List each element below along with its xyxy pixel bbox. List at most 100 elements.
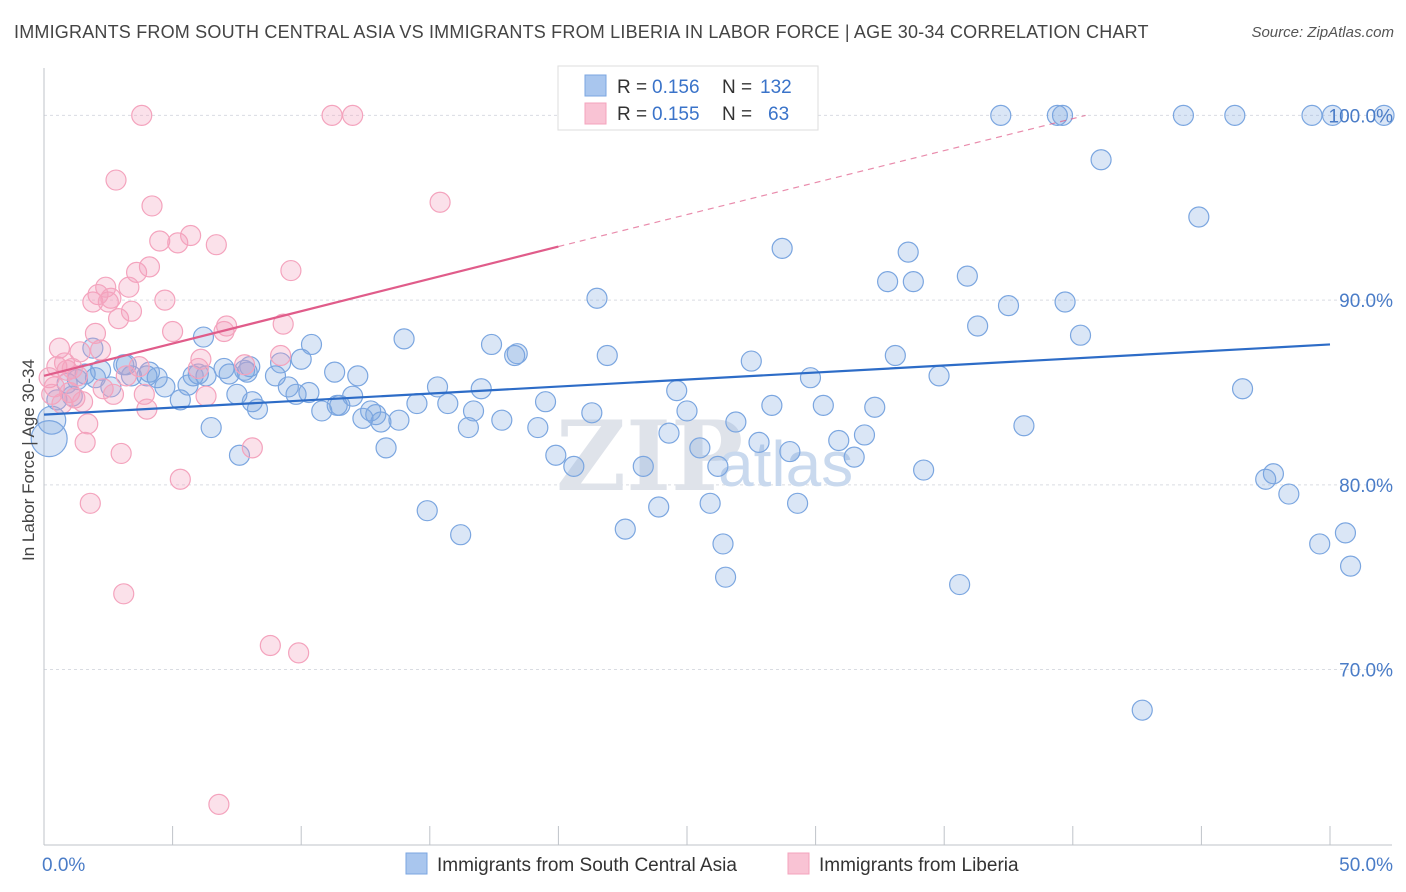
- legend-swatch-pink: [584, 102, 607, 125]
- data-point: [913, 459, 935, 481]
- data-point: [1231, 378, 1254, 400]
- legend-r-value-2: 0.155: [652, 104, 700, 125]
- data-point: [1339, 555, 1362, 577]
- series-0-points: [30, 104, 1395, 721]
- data-point: [897, 241, 919, 263]
- data-point: [1090, 149, 1112, 171]
- data-point: [375, 437, 397, 459]
- data-point: [725, 411, 747, 433]
- data-point: [596, 344, 618, 367]
- data-point: [66, 365, 89, 387]
- watermark-zip: ZIP: [556, 400, 743, 513]
- data-point: [92, 378, 114, 400]
- data-point: [666, 380, 688, 402]
- data-point: [342, 104, 364, 127]
- data-point: [192, 326, 215, 348]
- data-point: [1188, 206, 1210, 228]
- data-point: [406, 392, 428, 415]
- data-point: [586, 287, 608, 309]
- data-point: [1321, 104, 1344, 127]
- data-point: [342, 385, 364, 407]
- data-point: [1069, 324, 1092, 346]
- data-point: [154, 376, 176, 398]
- data-point: [949, 573, 971, 596]
- data-point: [480, 333, 503, 356]
- data-point: [205, 234, 227, 256]
- data-point: [928, 365, 950, 387]
- data-point: [190, 348, 212, 370]
- data-point: [581, 402, 603, 424]
- source-label: Source: ZipAtlas.com: [1251, 24, 1394, 41]
- data-point: [77, 413, 99, 435]
- data-point: [786, 492, 809, 514]
- chart-title: IMMIGRANTS FROM SOUTH CENTRAL ASIA VS IM…: [14, 22, 1149, 42]
- data-point: [228, 444, 251, 466]
- data-point: [712, 533, 734, 555]
- legend-r-label-2: R =: [617, 104, 647, 125]
- data-point: [779, 440, 801, 463]
- data-point: [141, 195, 163, 217]
- data-point: [967, 315, 989, 337]
- legend-n-label-1: N =: [722, 77, 752, 98]
- points-layer: [30, 104, 1395, 815]
- data-point: [30, 420, 68, 458]
- trend-line-1: [43, 245, 559, 377]
- data-point: [534, 391, 557, 413]
- watermark-atlas: atlas: [718, 428, 853, 500]
- data-point: [416, 500, 438, 522]
- legend-r-value-1: 0.156: [652, 77, 700, 98]
- data-point: [100, 287, 122, 309]
- data-point: [799, 367, 822, 389]
- data-point: [545, 444, 567, 466]
- data-point: [884, 344, 906, 367]
- bottom-legend-label-2: Immigrants from Liberia: [819, 855, 1019, 876]
- data-point: [828, 429, 850, 452]
- data-point: [997, 295, 1020, 317]
- data-point: [457, 416, 479, 439]
- data-point: [689, 437, 711, 459]
- legend-n-value-1: 132: [760, 77, 792, 98]
- data-point: [131, 104, 153, 127]
- data-point: [324, 361, 346, 383]
- data-point: [1051, 104, 1074, 127]
- data-point: [658, 422, 680, 444]
- data-point: [107, 307, 130, 330]
- legend-swatch-blue: [584, 74, 607, 97]
- data-point: [97, 291, 119, 313]
- data-point: [748, 431, 770, 453]
- data-point: [707, 455, 729, 477]
- y-tick-label-0: 70.0%: [1339, 661, 1393, 682]
- data-point: [321, 104, 343, 127]
- data-point: [1054, 291, 1076, 313]
- data-point: [491, 409, 513, 431]
- data-point: [1224, 104, 1246, 127]
- data-point: [298, 381, 320, 404]
- legend-n-label-2: N =: [722, 104, 752, 125]
- data-point: [120, 300, 143, 322]
- data-point: [87, 283, 109, 306]
- legend: R = 0.156 N = 132 R = 0.155 N = 63: [557, 65, 819, 131]
- data-point: [288, 642, 310, 664]
- data-point: [563, 455, 585, 477]
- data-point: [1013, 415, 1035, 437]
- data-point: [853, 424, 876, 446]
- data-point: [347, 365, 369, 387]
- data-point: [272, 313, 294, 335]
- data-point: [812, 394, 834, 416]
- x-tick-label-1: 50.0%: [1339, 855, 1393, 876]
- data-point: [259, 634, 281, 657]
- data-point: [450, 524, 472, 546]
- data-point: [79, 492, 101, 514]
- y-axis-label: In Labor Force | Age 30-34: [19, 359, 38, 561]
- data-point: [527, 416, 549, 439]
- data-point: [370, 411, 392, 433]
- data-point: [180, 224, 202, 247]
- data-point: [1301, 104, 1323, 127]
- trend-lines: [43, 114, 1331, 416]
- data-point: [234, 354, 256, 376]
- data-point: [676, 400, 698, 422]
- y-tick-label-2: 90.0%: [1339, 291, 1393, 312]
- data-point: [138, 256, 161, 278]
- bottom-legend: Immigrants from South Central Asia Immig…: [405, 852, 1019, 876]
- data-point: [169, 468, 191, 490]
